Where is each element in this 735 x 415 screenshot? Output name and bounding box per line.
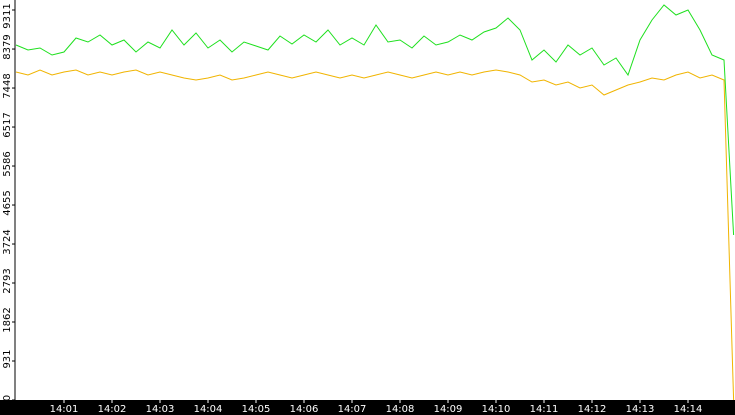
x-tick-label: 14:12 bbox=[578, 404, 607, 415]
x-tick-label: 14:10 bbox=[482, 404, 511, 415]
x-tick-label: 14:05 bbox=[242, 404, 271, 415]
y-tick-label: 5586 bbox=[2, 151, 13, 176]
y-tick-label: 3724 bbox=[2, 229, 13, 254]
x-tick-label: 14:02 bbox=[98, 404, 127, 415]
y-tick-label: 6517 bbox=[2, 112, 13, 137]
y-tick-label: 4655 bbox=[2, 190, 13, 215]
y-tick-label: 8379 bbox=[2, 34, 13, 59]
x-tick-label: 14:01 bbox=[50, 404, 79, 415]
x-axis-bar bbox=[0, 400, 735, 415]
y-tick-label: 0 bbox=[2, 395, 13, 401]
x-tick-label: 14:14 bbox=[674, 404, 703, 415]
y-tick-label: 7448 bbox=[2, 73, 13, 98]
x-tick-label: 14:11 bbox=[530, 404, 559, 415]
x-tick-label: 14:09 bbox=[434, 404, 463, 415]
y-tick-label: 1862 bbox=[2, 307, 13, 332]
y-tick-label: 931 bbox=[2, 349, 13, 368]
x-tick-label: 14:06 bbox=[290, 404, 319, 415]
x-tick-label: 14:04 bbox=[194, 404, 223, 415]
series-line bbox=[15, 69, 735, 401]
x-tick-label: 14:13 bbox=[626, 404, 655, 415]
x-tick-label: 14:08 bbox=[386, 404, 415, 415]
x-tick-label: 14:07 bbox=[338, 404, 367, 415]
x-tick-label: 14:03 bbox=[146, 404, 175, 415]
y-tick-label: 9311 bbox=[2, 3, 13, 28]
y-tick-label: 2793 bbox=[2, 268, 13, 293]
series-line bbox=[15, 4, 735, 236]
